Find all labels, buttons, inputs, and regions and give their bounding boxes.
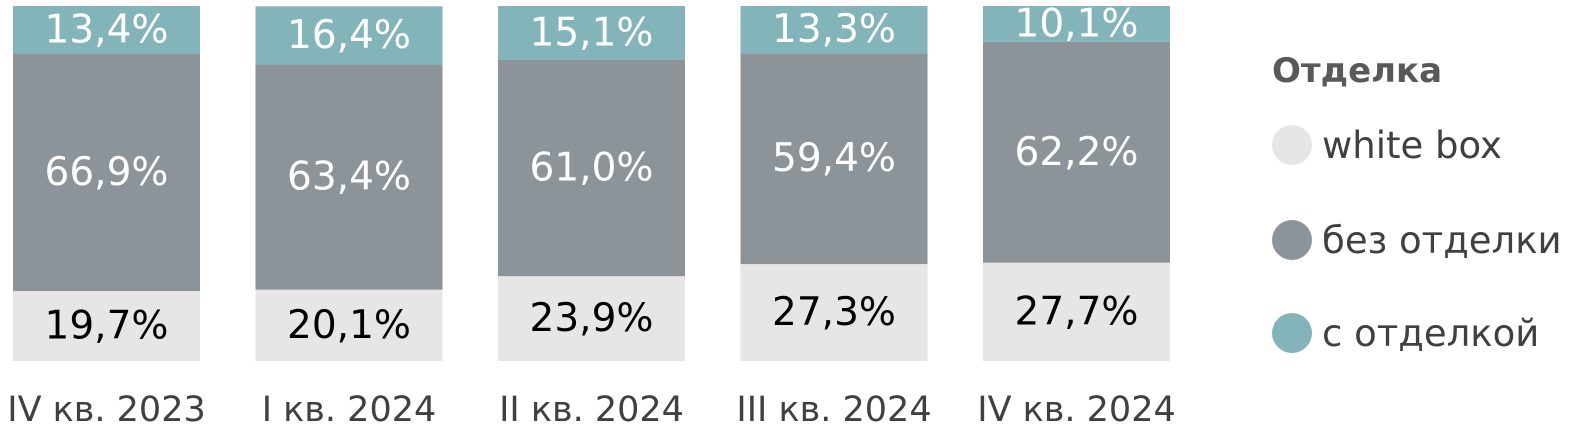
legend-label-bez-otdelki: без отделки — [1322, 218, 1562, 262]
bar-segment-0-1 — [255, 289, 443, 361]
legend-title: Отделка — [1272, 51, 1443, 91]
data-label-2-4: 10,1% — [1015, 1, 1139, 46]
legend-label-white-box: white box — [1322, 123, 1502, 167]
bar-segment-1-4 — [983, 41, 1170, 263]
legend-item-bez-otdelki: без отделки — [1272, 215, 1562, 265]
bar-segment-0-3 — [740, 264, 928, 361]
x-tick-label-4: IV кв. 2024 — [977, 390, 1175, 430]
bar-segment-1-3 — [740, 53, 928, 265]
x-tick-label-2: II кв. 2024 — [499, 390, 684, 430]
legend-label-s-otdelkoy: с отделкой — [1322, 311, 1540, 355]
data-label-0-4: 27,7% — [1015, 289, 1139, 334]
bar-segment-2-1 — [255, 6, 443, 65]
x-tick-label-3: III кв. 2024 — [736, 390, 931, 430]
legend-marker-white-box — [1272, 125, 1312, 165]
data-label-2-1: 16,4% — [287, 13, 411, 58]
bar-segment-1-1 — [255, 64, 443, 290]
data-label-2-0: 13,4% — [45, 7, 169, 52]
data-label-0-1: 20,1% — [287, 303, 411, 348]
bar-segment-1-2 — [498, 59, 685, 277]
bar-segment-2-2 — [498, 6, 685, 60]
x-tick-label-0: IV кв. 2023 — [7, 390, 205, 430]
bar-segment-0-4 — [983, 262, 1170, 361]
data-label-0-3: 27,3% — [772, 290, 896, 335]
data-label-2-3: 13,3% — [772, 7, 896, 52]
bar-segment-1-0 — [13, 53, 200, 292]
data-label-0-0: 19,7% — [45, 304, 169, 349]
legend-item-s-otdelkoy: с отделкой — [1272, 308, 1539, 358]
data-label-1-4: 62,2% — [1015, 130, 1139, 175]
legend-marker-s-otdelkoy — [1272, 313, 1312, 353]
data-label-1-0: 66,9% — [45, 150, 169, 195]
legend: Отделка white box без отделки с отделкой — [1272, 46, 1572, 355]
bar-segment-0-0 — [13, 291, 200, 361]
data-label-1-1: 63,4% — [287, 155, 411, 200]
x-tick-label-1: I кв. 2024 — [262, 390, 437, 430]
bar-segment-2-3 — [740, 6, 928, 54]
bar-segment-2-4 — [983, 6, 1170, 42]
data-label-1-2: 61,0% — [530, 145, 654, 190]
bar-segment-0-2 — [498, 276, 685, 361]
data-label-1-3: 59,4% — [772, 136, 896, 181]
stacked-bar-chart: 19,7% 66,9% 13,4% IV кв. 2023 20,1% 63,4% 16,4… — [7, 1, 1176, 430]
data-label-0-2: 23,9% — [530, 296, 654, 341]
bar-segment-2-0 — [13, 6, 200, 54]
legend-item-white-box: white box — [1272, 120, 1502, 170]
legend-marker-bez-otdelki — [1272, 220, 1312, 260]
data-label-2-2: 15,1% — [530, 10, 654, 55]
